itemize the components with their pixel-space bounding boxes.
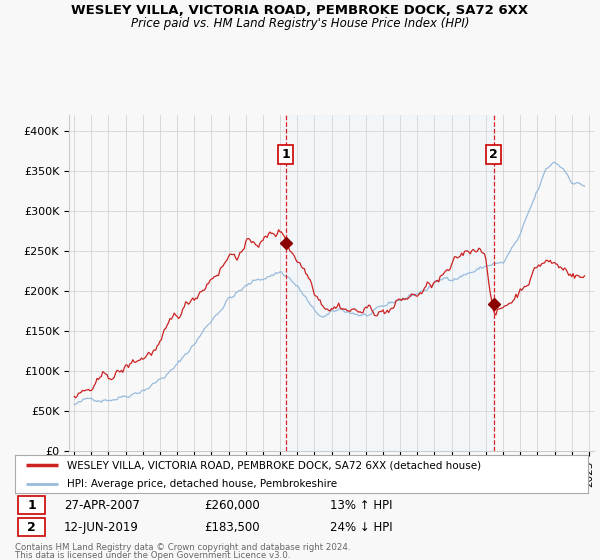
Text: This data is licensed under the Open Government Licence v3.0.: This data is licensed under the Open Gov… (15, 551, 290, 560)
Text: 13% ↑ HPI: 13% ↑ HPI (330, 498, 392, 512)
Text: 24% ↓ HPI: 24% ↓ HPI (330, 521, 393, 534)
Text: 27-APR-2007: 27-APR-2007 (64, 498, 140, 512)
Text: WESLEY VILLA, VICTORIA ROAD, PEMBROKE DOCK, SA72 6XX: WESLEY VILLA, VICTORIA ROAD, PEMBROKE DO… (71, 4, 529, 17)
Text: 1: 1 (27, 498, 36, 512)
Text: 1: 1 (281, 148, 290, 161)
Text: 2: 2 (27, 521, 36, 534)
Text: 2: 2 (489, 148, 498, 161)
Text: HPI: Average price, detached house, Pembrokeshire: HPI: Average price, detached house, Pemb… (67, 479, 337, 489)
Text: Contains HM Land Registry data © Crown copyright and database right 2024.: Contains HM Land Registry data © Crown c… (15, 543, 350, 552)
Text: Price paid vs. HM Land Registry's House Price Index (HPI): Price paid vs. HM Land Registry's House … (131, 17, 469, 30)
Bar (286, 115, 494, 451)
Text: £260,000: £260,000 (204, 498, 260, 512)
Text: 12-JUN-2019: 12-JUN-2019 (64, 521, 139, 534)
Text: £183,500: £183,500 (204, 521, 260, 534)
Bar (18, 496, 46, 514)
Text: WESLEY VILLA, VICTORIA ROAD, PEMBROKE DOCK, SA72 6XX (detached house): WESLEY VILLA, VICTORIA ROAD, PEMBROKE DO… (67, 460, 481, 470)
Bar (18, 518, 46, 536)
